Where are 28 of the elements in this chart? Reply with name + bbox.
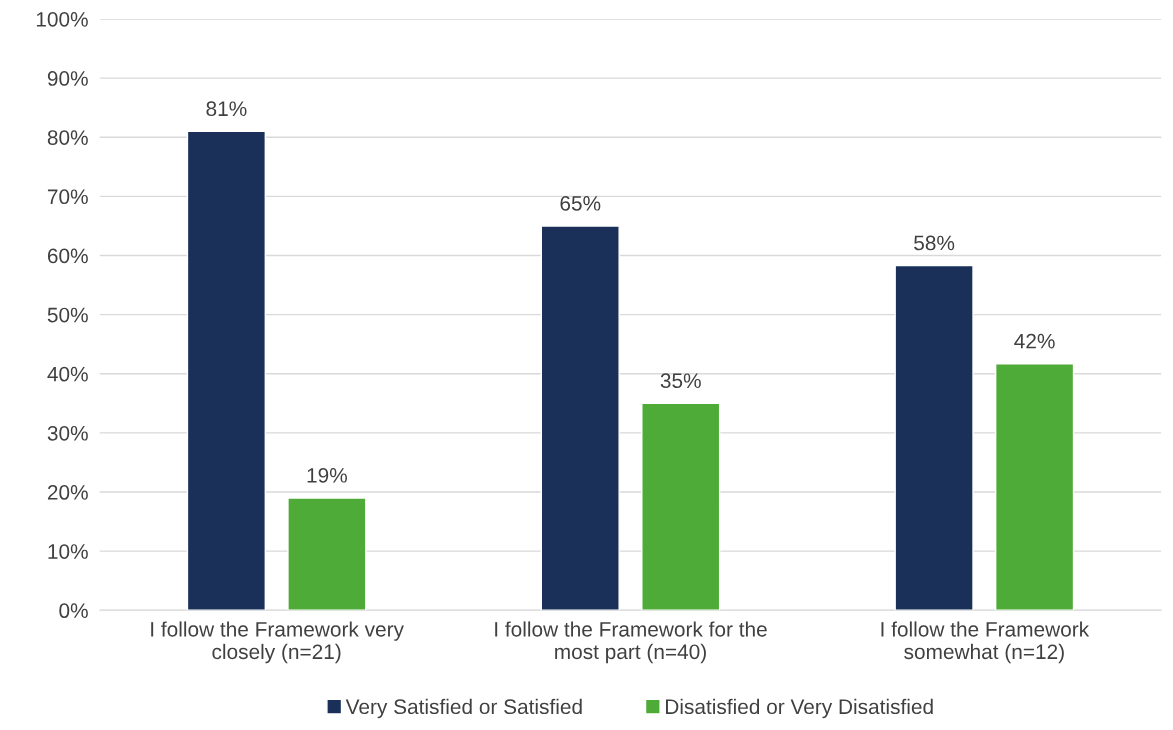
y-tick-label: 0%: [59, 603, 88, 619]
y-tick-label: 50%: [47, 307, 88, 323]
y-tick-label: 30%: [47, 425, 88, 441]
bar: [994, 363, 1075, 611]
y-tick-label: 80%: [47, 130, 88, 145]
bar: [641, 402, 721, 611]
legend-label: Very Satisfied or Satisfied: [345, 698, 582, 719]
bar: [186, 130, 267, 611]
y-tick-label: 10%: [48, 544, 88, 559]
data-label: 65%: [560, 195, 601, 211]
x-tick-label: I follow the Framework somewhat (n=12): [881, 621, 1090, 664]
bar: [894, 264, 974, 611]
legend-label: Disatisfied or Very Disatisfied: [666, 698, 933, 719]
y-tick-label: 40%: [47, 366, 88, 382]
data-label: 42%: [1014, 333, 1055, 349]
y-tick-label: 90%: [47, 71, 88, 86]
x-tick-label: I follow the Framework for the most part (n=40): [495, 621, 767, 664]
y-tick-label: 60%: [47, 248, 88, 264]
x-tick-label: I follow the Framework very closely (n=21): [151, 621, 404, 664]
bar: [540, 225, 620, 611]
data-label: 19%: [307, 467, 347, 483]
data-label: 35%: [660, 373, 701, 389]
y-tick-label: 100%: [36, 11, 88, 27]
bar: [287, 497, 367, 611]
y-tick-label: 70%: [47, 189, 88, 205]
data-label: 81%: [206, 101, 247, 117]
data-label: 58%: [914, 235, 955, 251]
y-tick-label: 20%: [47, 485, 88, 500]
